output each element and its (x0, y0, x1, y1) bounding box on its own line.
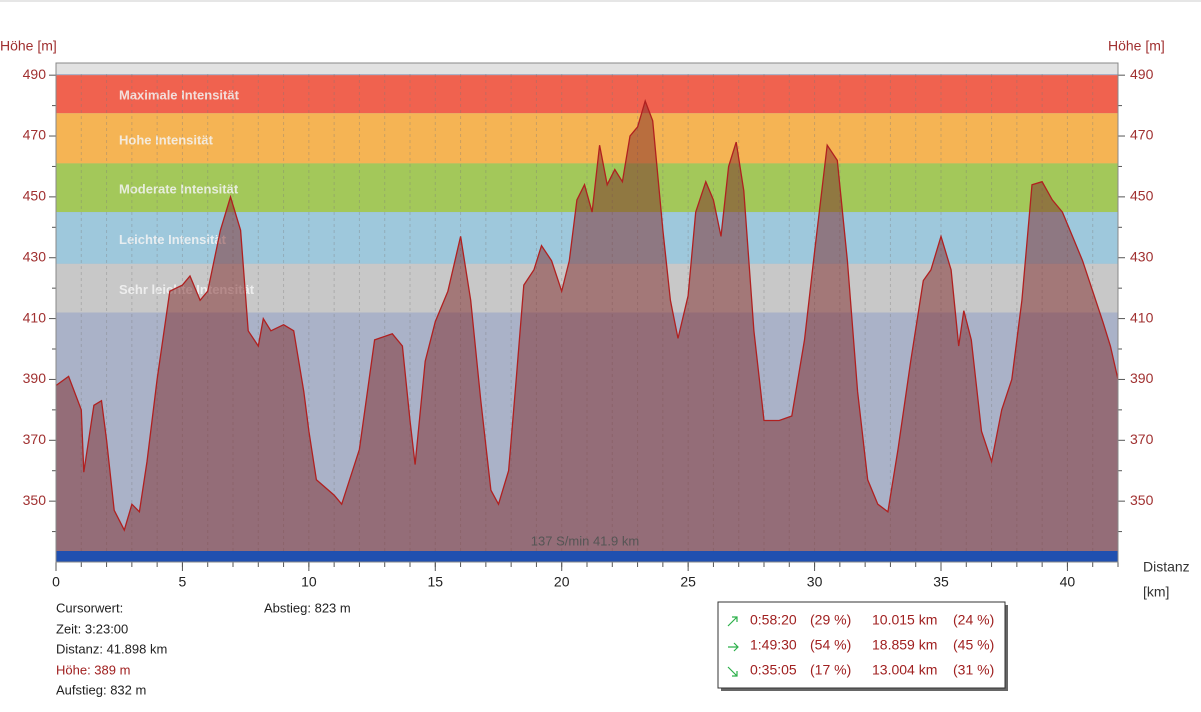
x-tick-label: 30 (807, 574, 823, 590)
x-axis-label: [km] (1143, 584, 1169, 600)
y-tick-label: 390 (23, 370, 47, 386)
x-tick-label: 10 (301, 574, 317, 590)
cursor-title: Cursorwert: (56, 600, 123, 615)
zone-label: Leichte Intensität (119, 232, 227, 247)
y2-tick-label: 490 (1130, 66, 1154, 82)
summary-cell: 10.015 km (872, 612, 937, 628)
elevation-line (55, 98, 1119, 532)
y-tick-label: 350 (23, 492, 47, 508)
summary-cell: 1:49:30 (750, 637, 797, 653)
summary-cell: (24 %) (953, 612, 994, 628)
y-tick-label: 470 (23, 127, 47, 143)
summary-cell: 18.859 km (872, 637, 937, 653)
top-strip (56, 63, 1118, 74)
y2-tick-label: 350 (1130, 492, 1154, 508)
y-tick-label: 450 (23, 188, 47, 204)
zone-label: Maximale Intensität (119, 88, 240, 103)
x-tick-label: 40 (1060, 574, 1076, 590)
y-tick-label: 490 (23, 66, 47, 82)
zone-band (56, 113, 1118, 164)
x-axis-label: Distanz (1143, 559, 1190, 575)
zone-label: Hohe Intensität (119, 132, 214, 147)
y-tick-label: 430 (23, 248, 47, 264)
y2-tick-label: 470 (1130, 127, 1154, 143)
plot (55, 98, 1119, 562)
y2-tick-label: 390 (1130, 370, 1154, 386)
cursor-distance: Distanz: 41.898 km (56, 641, 167, 656)
x-tick-label: 0 (52, 574, 60, 590)
x-tick-label: 20 (554, 574, 570, 590)
summary-cell: (31 %) (953, 662, 994, 678)
y2-tick-label: 450 (1130, 188, 1154, 204)
y2-tick-label: 430 (1130, 248, 1154, 264)
y-axis-label: Höhe [m] (0, 38, 57, 54)
cursor-time: Zeit: 3:23:00 (56, 621, 128, 636)
intensity-bar (56, 551, 1118, 562)
x-tick-label: 35 (933, 574, 949, 590)
summary-cell: (45 %) (953, 637, 994, 653)
x-tick-label: 15 (427, 574, 443, 590)
zone-label: Moderate Intensität (119, 182, 239, 197)
summary-cell: (29 %) (810, 612, 851, 628)
cursor-descent: Abstieg: 823 m (264, 600, 351, 615)
summary-box (717, 601, 1006, 689)
zone-band (56, 75, 1118, 114)
y-tick-label: 410 (23, 309, 47, 325)
y2-axis-label: Höhe [m] (1108, 38, 1165, 54)
elevation-area (56, 101, 1118, 562)
summary-icons (727, 616, 739, 677)
cursor-ascent: Aufstieg: 832 m (56, 682, 146, 697)
y2-tick-label: 370 (1130, 431, 1154, 447)
summary-cell: (54 %) (810, 637, 851, 653)
y2-tick-label: 410 (1130, 309, 1154, 325)
x-tick-label: 5 (179, 574, 187, 590)
plot-border (55, 62, 1119, 563)
summary-cell: 0:35:05 (750, 662, 797, 678)
cursor-height: Höhe: 389 m (56, 662, 130, 677)
summary-table: 0:58:20 (29 %) 10.015 km (24 %) 1:49:30 (54 %… (750, 612, 994, 678)
summary-cell: 13.004 km (872, 662, 937, 678)
bar-text: 137 S/min 41.9 km (531, 533, 639, 548)
summary-cell: 0:58:20 (750, 612, 797, 628)
summary-cell: (17 %) (810, 662, 851, 678)
x-tick-label: 25 (680, 574, 696, 590)
y-tick-label: 370 (23, 431, 47, 447)
